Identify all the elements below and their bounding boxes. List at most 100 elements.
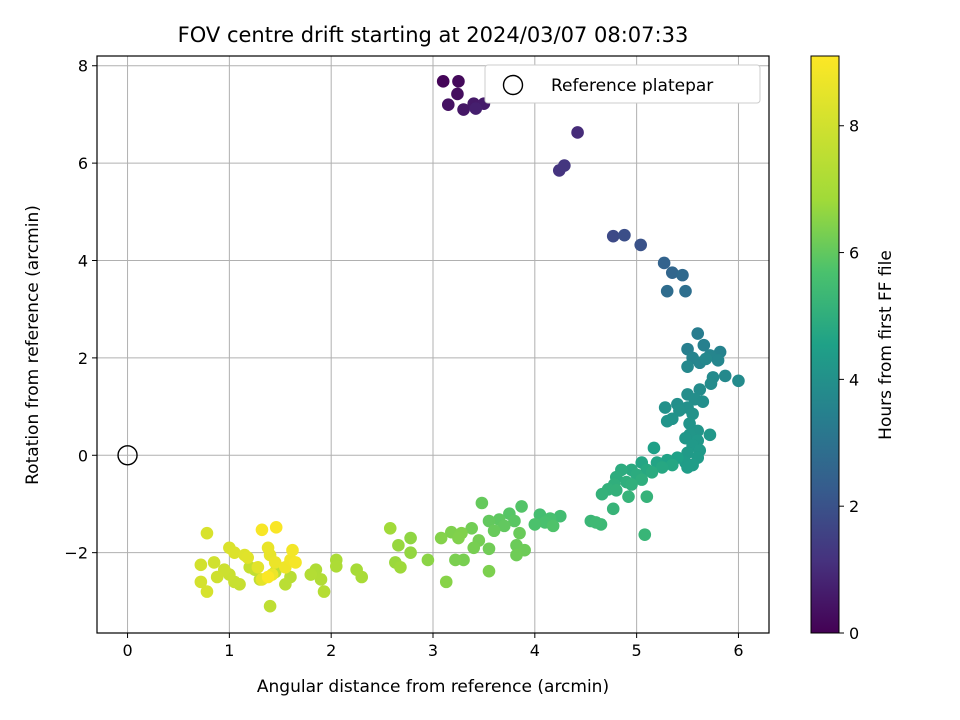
data-point: [194, 575, 208, 589]
data-point: [383, 522, 397, 535]
data-point: [268, 556, 282, 569]
data-point: [261, 570, 275, 584]
data-point: [703, 428, 717, 442]
y-tick-label: 8: [78, 57, 88, 76]
data-point: [394, 560, 407, 574]
data-point: [452, 531, 465, 545]
x-tick-label: 0: [122, 641, 132, 660]
data-point: [467, 541, 481, 555]
colorbar-tick-label: 4: [849, 370, 859, 389]
data-point: [482, 514, 496, 528]
x-tick-label: 4: [530, 641, 540, 660]
data-point: [681, 461, 694, 474]
data-point: [497, 519, 511, 533]
data-point: [686, 407, 699, 421]
x-tick-label: 5: [632, 641, 642, 660]
data-point: [693, 383, 707, 396]
data-point: [546, 519, 560, 533]
data-point: [510, 548, 523, 562]
data-point: [658, 401, 672, 414]
data-point: [269, 521, 283, 534]
data-point: [681, 446, 694, 460]
data-point: [515, 500, 528, 513]
data-point: [289, 556, 302, 569]
legend-box: [484, 64, 761, 104]
data-point: [634, 238, 648, 252]
data-point: [439, 575, 453, 589]
data-point: [625, 478, 638, 491]
data-point: [704, 377, 718, 390]
data-point: [194, 558, 208, 572]
data-point: [251, 560, 265, 574]
data-point: [647, 441, 661, 455]
x-tick-label: 3: [428, 641, 438, 660]
colorbar-ticks: 0 2 4 6 8: [839, 117, 859, 643]
data-point: [482, 564, 496, 578]
data-point: [697, 338, 711, 352]
data-point: [606, 229, 620, 243]
data-point: [660, 284, 674, 298]
data-point: [553, 509, 567, 523]
data-point: [482, 542, 496, 556]
x-axis-label: Angular distance from reference (arcmin): [257, 677, 609, 697]
data-point: [696, 395, 710, 409]
colorbar-tick-label: 2: [849, 497, 859, 516]
legend: Reference platepar: [484, 64, 761, 104]
data-point: [528, 518, 542, 531]
data-point: [452, 75, 465, 88]
data-point: [732, 374, 745, 388]
data-point: [487, 524, 501, 538]
x-tick-label: 1: [224, 641, 234, 660]
data-point: [681, 360, 694, 373]
data-point: [683, 417, 696, 430]
data-point: [317, 585, 331, 598]
data-point: [718, 369, 732, 383]
data-point: [699, 352, 713, 366]
data-point: [210, 570, 224, 584]
data-point: [441, 98, 455, 111]
y-tick-label: 4: [78, 252, 88, 271]
data-point: [451, 87, 464, 101]
data-point: [263, 599, 277, 613]
data-point: [475, 496, 489, 510]
y-tick-label: −2: [64, 544, 88, 563]
data-point: [606, 502, 620, 516]
data-point: [421, 553, 435, 567]
y-axis-label: Rotation from reference (arcmin): [23, 205, 43, 485]
data-point: [355, 570, 369, 584]
data-point: [404, 546, 417, 559]
data-point: [508, 514, 521, 528]
grid-lines: [97, 56, 769, 633]
data-point: [622, 490, 635, 503]
data-point: [286, 543, 299, 557]
data-point: [469, 102, 483, 115]
x-tick-label: 2: [326, 641, 336, 660]
y-tick-label: 6: [78, 154, 88, 173]
data-point: [314, 573, 328, 586]
data-point: [200, 526, 214, 540]
y-tick-label: 2: [78, 349, 88, 368]
data-point: [676, 268, 689, 282]
data-points: [194, 75, 745, 613]
data-point: [513, 526, 526, 540]
data-point: [691, 327, 705, 340]
data-point: [255, 523, 269, 537]
colorbar: 0 2 4 6 8 Hours from first FF file: [810, 55, 896, 643]
data-point: [279, 578, 292, 591]
colorbar-gradient: [810, 55, 840, 634]
axis-ticks: 0 1 2 3 4 5 6 −2 0 2 4 6 8: [64, 57, 743, 660]
data-point: [655, 461, 669, 474]
y-tick-label: 0: [78, 446, 88, 465]
data-point: [329, 559, 343, 573]
data-point: [392, 539, 405, 552]
data-point: [449, 553, 462, 567]
data-point: [660, 414, 674, 428]
data-point: [711, 354, 725, 367]
data-point: [457, 103, 470, 116]
data-point: [241, 551, 254, 564]
x-tick-label: 6: [733, 641, 743, 660]
reference-marker-group: [117, 445, 138, 466]
data-point: [207, 556, 221, 569]
data-point: [645, 466, 659, 479]
legend-label-reference: Reference platepar: [551, 76, 713, 96]
